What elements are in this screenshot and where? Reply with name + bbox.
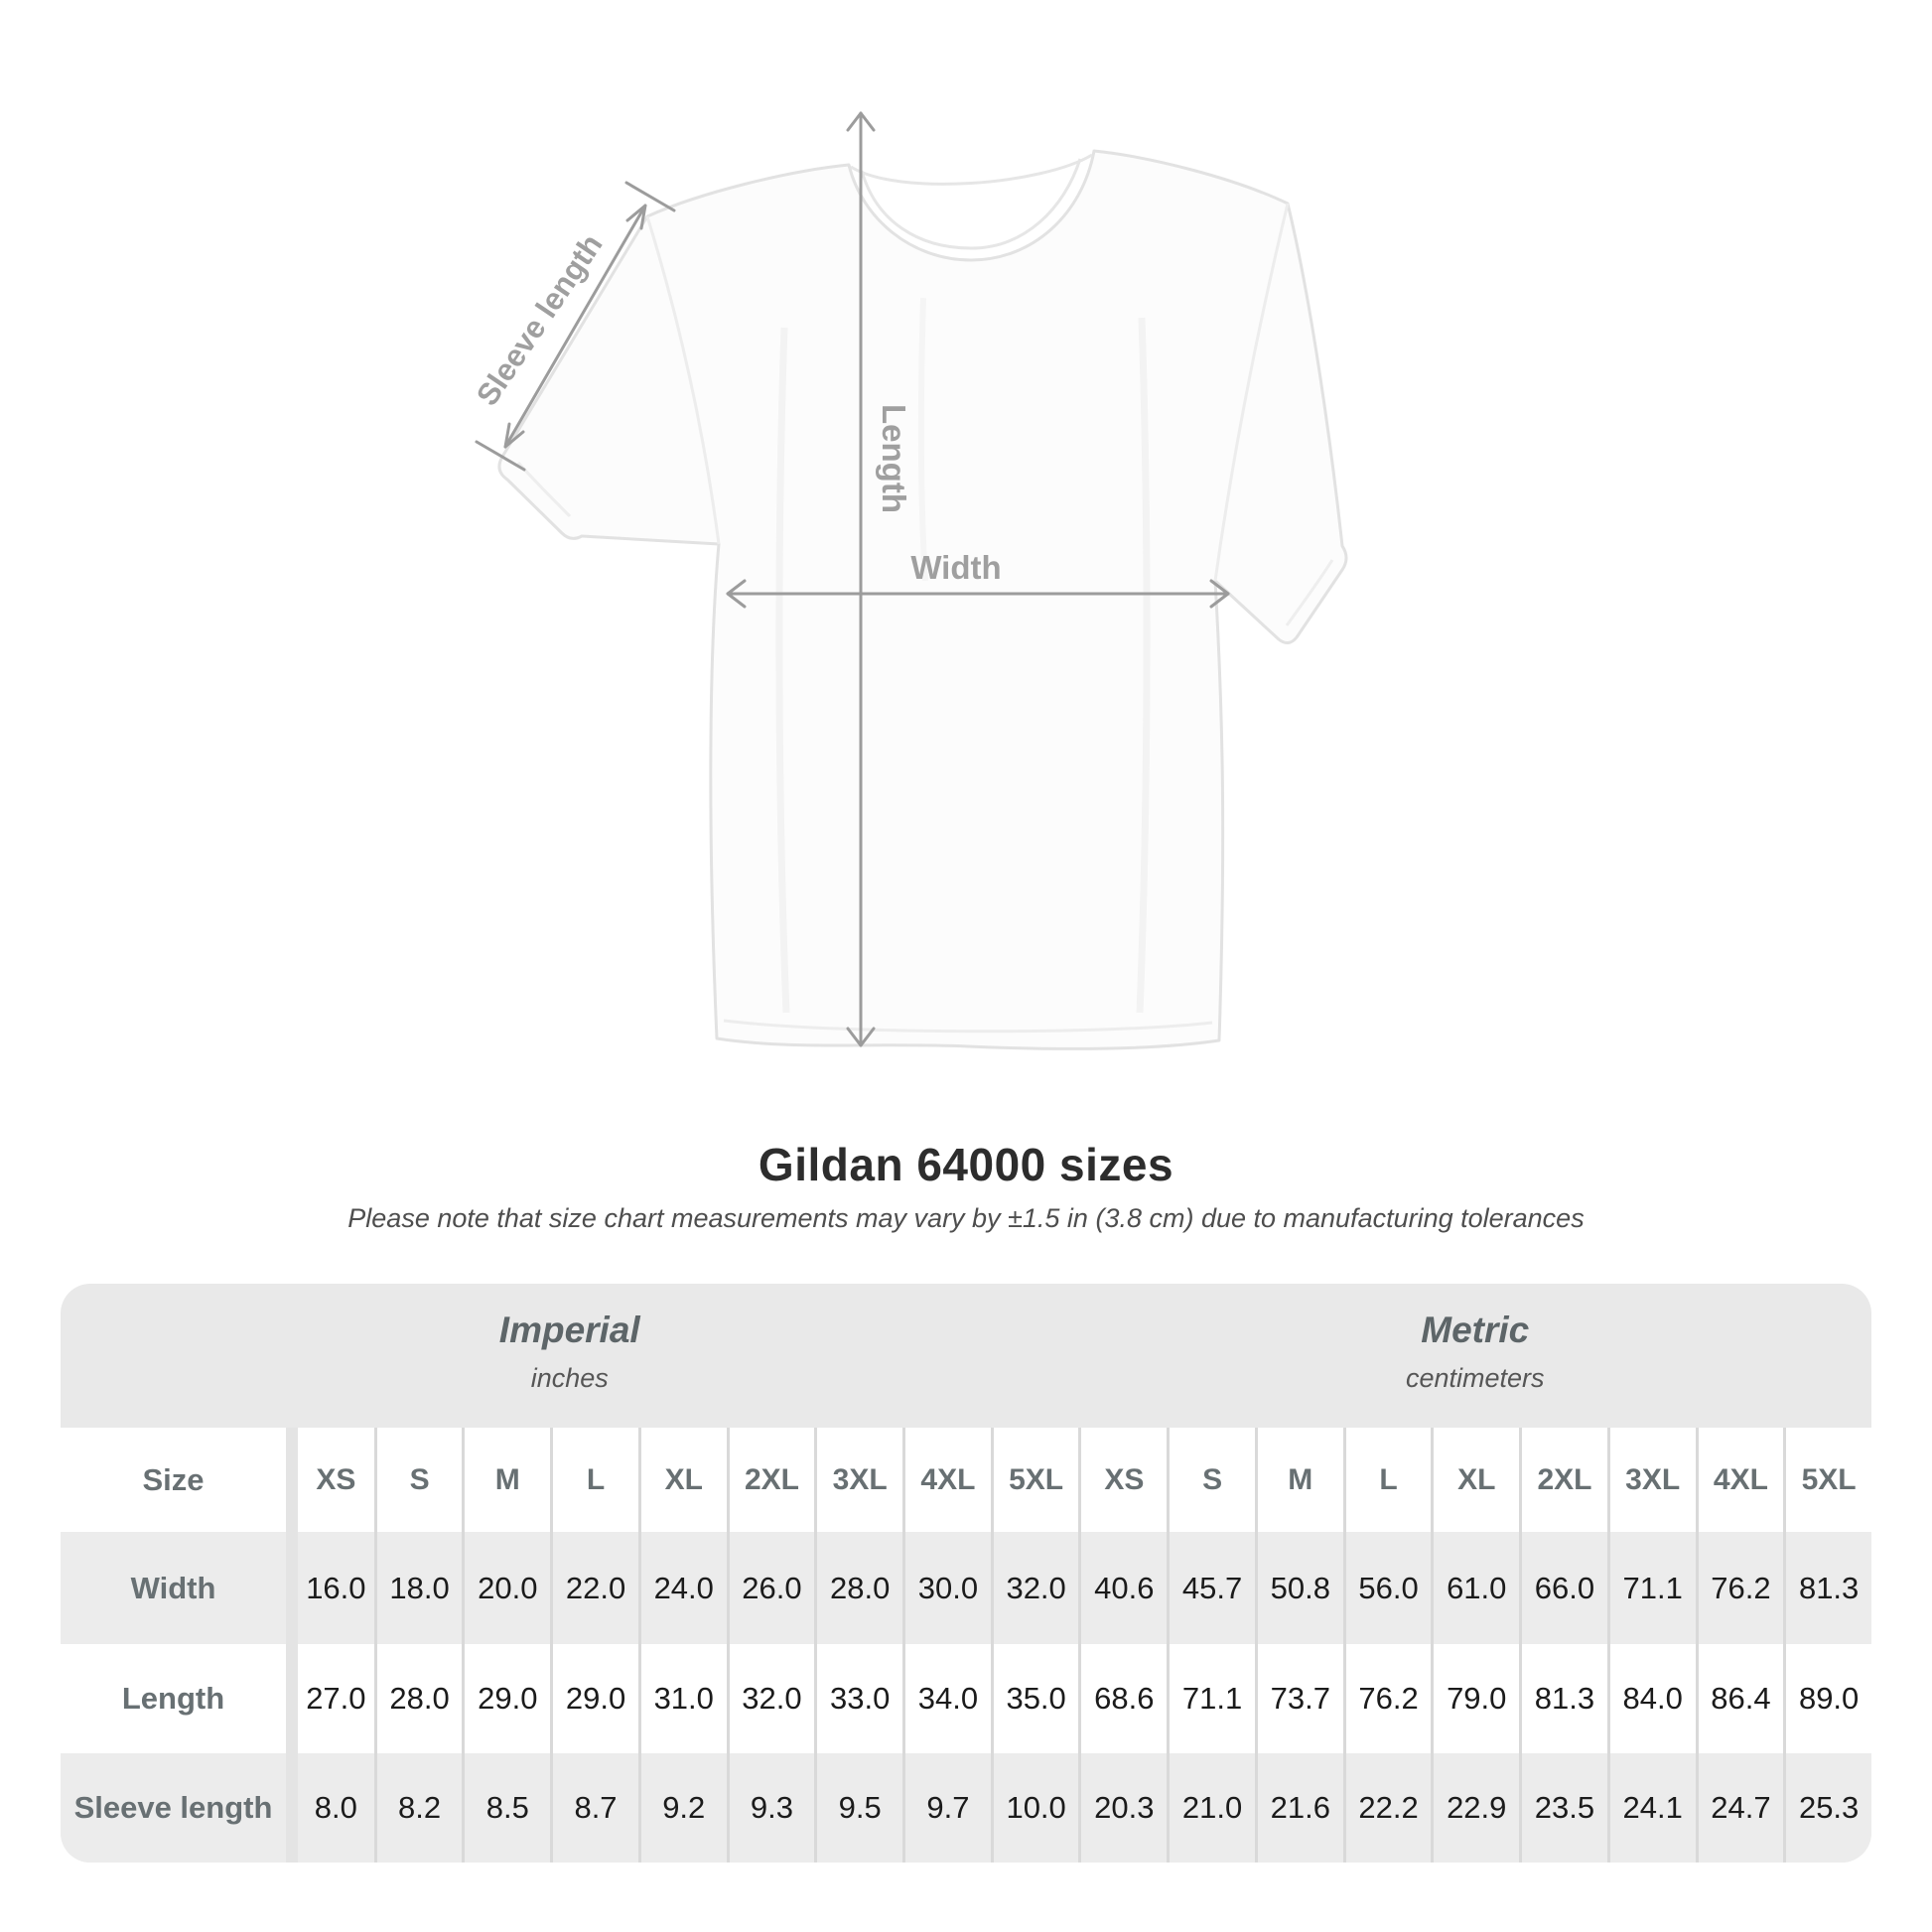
sleeve-length-metric-m: 21.6 [1254, 1753, 1343, 1863]
width-imperial-xl: 24.0 [637, 1532, 727, 1644]
sleeve-length-metric-s: 21.0 [1167, 1753, 1255, 1863]
metric-section-unit: centimeters [1405, 1363, 1545, 1393]
size-header-imperial-2xl: 2XL [726, 1428, 815, 1532]
size-header-metric-3xl: 3XL [1606, 1428, 1696, 1532]
width-imperial-m: 20.0 [462, 1532, 551, 1644]
size-header-imperial-l: L [550, 1428, 638, 1532]
sleeve-length-imperial-s: 8.2 [373, 1753, 463, 1863]
sleeve-length-metric-3xl: 24.1 [1606, 1753, 1696, 1863]
width-imperial-4xl: 30.0 [902, 1532, 991, 1644]
sleeve-length-imperial-4xl: 9.7 [902, 1753, 991, 1863]
size-header-metric-xl: XL [1431, 1428, 1520, 1532]
length-imperial-2xl: 32.0 [726, 1644, 815, 1753]
length-imperial-5xl: 35.0 [990, 1644, 1079, 1753]
page-title: Gildan 64000 sizes [758, 1139, 1174, 1190]
sleeve-length-metric-xl: 22.9 [1431, 1753, 1520, 1863]
width-metric-l: 56.0 [1342, 1532, 1432, 1644]
tshirt-graphic [497, 149, 1348, 1050]
length-metric-l: 76.2 [1342, 1644, 1432, 1753]
length-imperial-l: 29.0 [550, 1644, 638, 1753]
size-table-grid: Size XS S M L XL 2XL 3XL 4XL 5XL XS S M L XL 2XL 3XL 4XL 5… [61, 1428, 1871, 1863]
tolerance-note: Please note that size chart measurements… [347, 1203, 1585, 1233]
row-label-width: Width [61, 1532, 286, 1644]
size-header-metric-4xl: 4XL [1695, 1428, 1784, 1532]
sleeve-length-imperial-xs: 8.0 [286, 1753, 374, 1863]
width-metric-s: 45.7 [1167, 1532, 1255, 1644]
width-arrow [726, 579, 1230, 609]
metric-section-header: Metric centimeters [1079, 1284, 1872, 1428]
length-metric-xs: 68.6 [1078, 1644, 1168, 1753]
length-imperial-3xl: 33.0 [814, 1644, 903, 1753]
length-imperial-s: 28.0 [373, 1644, 463, 1753]
row-label-sleeve-length: Sleeve length [61, 1753, 286, 1863]
length-imperial-xl: 31.0 [637, 1644, 727, 1753]
sleeve-length-imperial-m: 8.5 [462, 1753, 551, 1863]
width-imperial-5xl: 32.0 [990, 1532, 1079, 1644]
size-header-imperial-3xl: 3XL [814, 1428, 903, 1532]
sleeve-length-imperial-2xl: 9.3 [726, 1753, 815, 1863]
length-metric-4xl: 86.4 [1695, 1644, 1784, 1753]
imperial-section-unit: inches [530, 1363, 609, 1393]
width-metric-m: 50.8 [1254, 1532, 1343, 1644]
imperial-section-header: Imperial inches [61, 1284, 1079, 1428]
length-metric-s: 71.1 [1167, 1644, 1255, 1753]
length-imperial-m: 29.0 [462, 1644, 551, 1753]
width-metric-xl: 61.0 [1431, 1532, 1520, 1644]
width-imperial-s: 18.0 [373, 1532, 463, 1644]
size-header-imperial-xl: XL [637, 1428, 727, 1532]
length-label: Length [876, 404, 912, 513]
width-metric-2xl: 66.0 [1519, 1532, 1607, 1644]
width-imperial-xs: 16.0 [286, 1532, 374, 1644]
size-header-metric-xs: XS [1078, 1428, 1168, 1532]
size-header-metric-l: L [1342, 1428, 1432, 1532]
width-imperial-3xl: 28.0 [814, 1532, 903, 1644]
size-header-imperial-4xl: 4XL [902, 1428, 991, 1532]
width-label: Width [910, 549, 1001, 586]
length-metric-xl: 79.0 [1431, 1644, 1520, 1753]
sleeve-length-imperial-l: 8.7 [550, 1753, 638, 1863]
sleeve-length-metric-2xl: 23.5 [1519, 1753, 1607, 1863]
size-header-metric-s: S [1167, 1428, 1255, 1532]
size-header-imperial-s: S [373, 1428, 463, 1532]
sleeve-length-metric-l: 22.2 [1342, 1753, 1432, 1863]
imperial-section-title: Imperial [498, 1310, 640, 1350]
size-header-metric-5xl: 5XL [1783, 1428, 1871, 1532]
sleeve-length-metric-5xl: 25.3 [1783, 1753, 1871, 1863]
width-metric-5xl: 81.3 [1783, 1532, 1871, 1644]
metric-section-title: Metric [1421, 1310, 1530, 1350]
sleeve-length-metric-4xl: 24.7 [1695, 1753, 1784, 1863]
width-metric-xs: 40.6 [1078, 1532, 1168, 1644]
width-imperial-l: 22.0 [550, 1532, 638, 1644]
sleeve-length-imperial-3xl: 9.5 [814, 1753, 903, 1863]
sleeve-length-arrow [475, 181, 676, 472]
width-metric-3xl: 71.1 [1606, 1532, 1696, 1644]
tshirt-diagram: Width Length Sleeve length [470, 111, 1348, 1050]
sleeve-length-metric-xs: 20.3 [1078, 1753, 1168, 1863]
size-header-metric-m: M [1254, 1428, 1343, 1532]
size-column-header: Size [61, 1428, 286, 1532]
width-imperial-2xl: 26.0 [726, 1532, 815, 1644]
size-header-imperial-m: M [462, 1428, 551, 1532]
sleeve-length-imperial-5xl: 10.0 [990, 1753, 1079, 1863]
unit-section-headers: Imperial inches Metric centimeters [61, 1284, 1871, 1428]
size-header-imperial-5xl: 5XL [990, 1428, 1079, 1532]
length-metric-5xl: 89.0 [1783, 1644, 1871, 1753]
length-metric-3xl: 84.0 [1606, 1644, 1696, 1753]
length-arrow [846, 111, 876, 1047]
length-imperial-xs: 27.0 [286, 1644, 374, 1753]
sleeve-length-imperial-xl: 9.2 [637, 1753, 727, 1863]
row-label-length: Length [61, 1644, 286, 1753]
length-metric-2xl: 81.3 [1519, 1644, 1607, 1753]
size-table: Imperial inches Metric centimeters Size X… [61, 1284, 1871, 1863]
size-header-metric-2xl: 2XL [1519, 1428, 1607, 1532]
width-metric-4xl: 76.2 [1695, 1532, 1784, 1644]
length-metric-m: 73.7 [1254, 1644, 1343, 1753]
size-header-imperial-xs: XS [286, 1428, 374, 1532]
length-imperial-4xl: 34.0 [902, 1644, 991, 1753]
